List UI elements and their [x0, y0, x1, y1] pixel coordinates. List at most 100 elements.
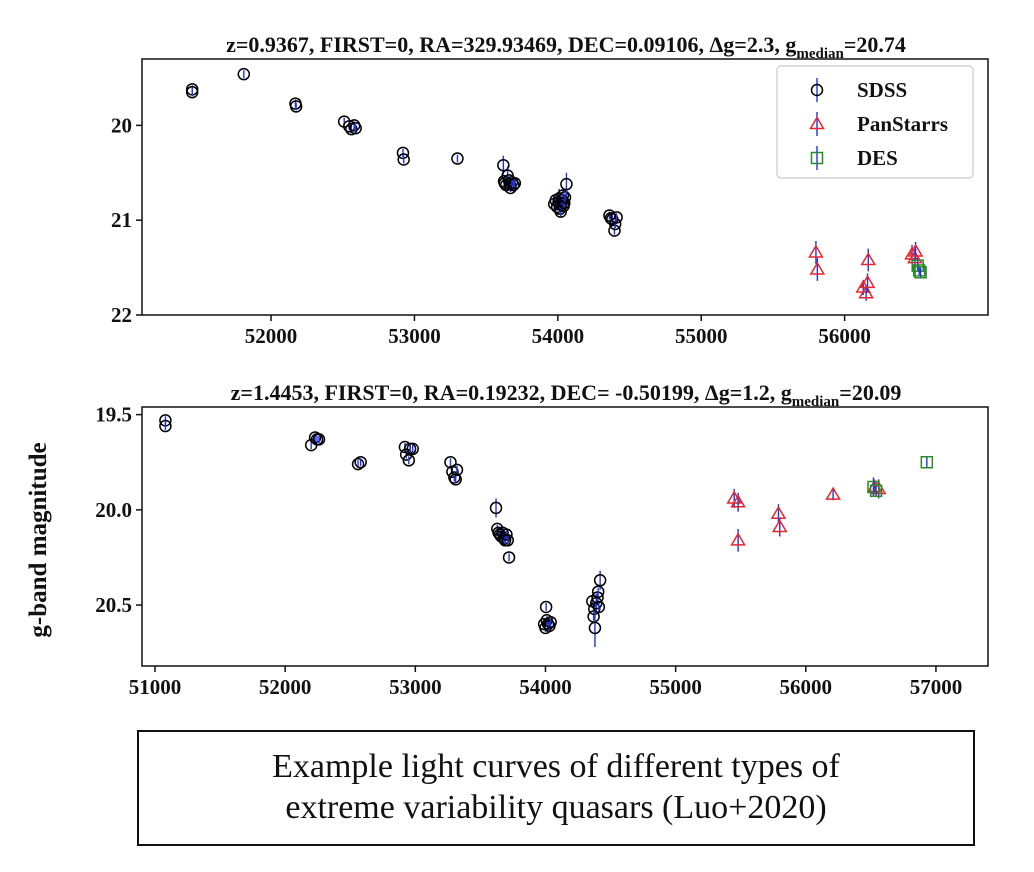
panel-2-sdss-point-15	[448, 471, 461, 484]
panel-2: z=1.4453, FIRST=0, RA=0.19232, DEC= -0.5…	[95, 380, 989, 699]
x-tick-label: 53000	[389, 675, 442, 699]
panel-2-sdss-point-31	[539, 600, 553, 614]
panel-2-marks	[159, 414, 934, 647]
panel-1-sdss-point-1	[185, 85, 199, 99]
panel-1-sdss-point-41	[608, 224, 621, 237]
panel-2-sdss-point-26	[500, 528, 513, 541]
panel-2-axes: 51000 52000 53000 54000 55000 56000 57000 19.5 2…	[95, 403, 962, 699]
panel-2-sdss-point-43	[592, 600, 606, 614]
series-sdss	[185, 67, 623, 237]
panel-1-sdss-point-11	[397, 153, 410, 166]
caption-line-2: extreme variability quasars (Luo+2020)	[285, 789, 827, 826]
caption-box: Example light curves of different types …	[137, 730, 975, 846]
panel-2-sdss-point-17	[450, 463, 464, 477]
y-tick-label: 20.0	[95, 498, 132, 522]
panel-2-title: z=1.4453, FIRST=0, RA=0.19232, DEC= -0.5…	[231, 380, 902, 410]
caption-line-1: Example light curves of different types …	[272, 748, 840, 786]
y-tick-label: 19.5	[95, 403, 132, 427]
legend-items: SDSS PanStarrs DES	[809, 78, 948, 170]
panel-1-panstarrs-point-4	[859, 274, 876, 289]
x-tick-label: 51000	[129, 675, 182, 699]
panel-1-sdss-point-9	[349, 121, 362, 135]
panel-2-des-point-1	[869, 484, 883, 498]
y-tick-label: 22	[111, 303, 132, 327]
legend-panstarrs-point-0	[809, 116, 825, 130]
panel-2-sdss-point-16	[449, 473, 462, 486]
x-tick-label: 53000	[388, 324, 441, 348]
panel-2-panstarrs-point-3	[770, 505, 787, 519]
panel-2-panstarrs-point-5	[825, 486, 841, 500]
x-tick-label: 52000	[259, 675, 312, 699]
legend-label: SDSS	[857, 78, 907, 102]
panel-2-sdss-point-39	[588, 621, 602, 635]
panel-2-sdss-point-27	[501, 534, 514, 547]
series-des	[911, 259, 927, 279]
panel-2-sdss-point-13	[444, 455, 457, 469]
panel-2-panstarrs-point-1	[730, 494, 746, 508]
panel-2-des-point-0	[867, 480, 880, 494]
legend-des-point-0	[810, 151, 824, 165]
panel-2-sdss-point-6	[351, 457, 365, 471]
panel-2-sdss-point-18	[489, 501, 503, 515]
series-panstarrs	[726, 479, 887, 552]
panel-1-des-point-1	[912, 264, 926, 277]
panel-1-sdss-point-35	[558, 196, 571, 210]
legend-item-des: DES	[810, 146, 898, 170]
panel-2-sdss-point-28	[502, 551, 516, 564]
y-axis-label: g-band magnitude	[25, 442, 52, 637]
panel-2-sdss-point-35	[544, 615, 557, 629]
panel-1-sdss-point-10	[396, 146, 410, 160]
panel-1-sdss-point-4	[289, 100, 303, 113]
panel-2-plot-area	[141, 406, 989, 667]
panel-1-sdss-point-2	[237, 67, 251, 81]
x-tick-label: 54000	[532, 324, 585, 348]
series-des	[867, 455, 934, 498]
panel-1-sdss-point-12	[451, 152, 464, 165]
panel-1-panstarrs-point-3	[858, 285, 874, 299]
panel-2-panstarrs-point-2	[730, 532, 746, 546]
x-tick-label: 55000	[675, 324, 728, 348]
x-tick-label: 56000	[818, 324, 871, 348]
y-tick-label: 20	[111, 113, 132, 137]
panel-2-sdss-point-1	[159, 419, 172, 433]
legend-item-panstarrs: PanStarrs	[809, 112, 948, 136]
y-tick-label: 21	[111, 208, 132, 232]
panel-1-sdss-point-42	[608, 217, 622, 231]
x-tick-label: 56000	[780, 675, 833, 699]
legend-box	[776, 65, 974, 179]
panel-1-panstarrs-point-8	[907, 243, 924, 257]
x-tick-label: 57000	[910, 675, 963, 699]
panel-2-sdss-point-12	[406, 442, 419, 456]
x-tick-label: 54000	[519, 675, 572, 699]
panel-1-plot-area	[141, 58, 989, 316]
panel-2-sdss-point-5	[312, 433, 326, 446]
panel-1-panstarrs-point-5	[860, 252, 877, 266]
panel-1-sdss-point-7	[345, 122, 358, 136]
legend-label: DES	[857, 146, 898, 170]
panel-1: z=0.9367, FIRST=0, RA=329.93469, DEC=0.0…	[111, 32, 989, 348]
series-sdss	[159, 414, 607, 647]
panel-2-sdss-point-7	[354, 455, 367, 469]
panel-1-des-point-2	[914, 266, 927, 279]
legend-item-sdss: SDSS	[810, 78, 907, 102]
panel-1-sdss-point-43	[610, 211, 623, 224]
panel-1-panstarrs-point-7	[907, 250, 923, 264]
panel-1-sdss-point-32	[555, 194, 569, 207]
panel-1-sdss-point-23	[508, 176, 522, 190]
x-tick-label: 55000	[649, 675, 702, 699]
y-tick-label: 20.5	[95, 593, 132, 617]
panel-1-sdss-point-37	[560, 177, 573, 191]
panel-1-sdss-point-36	[558, 191, 572, 204]
x-tick-label: 52000	[245, 324, 298, 348]
panel-2-sdss-point-44	[593, 574, 607, 587]
panel-1-des-point-0	[911, 259, 924, 272]
panel-1-title: z=0.9367, FIRST=0, RA=329.93469, DEC=0.0…	[226, 32, 906, 62]
panel-2-des-point-2	[920, 455, 934, 469]
panel-2-panstarrs-point-4	[771, 518, 788, 533]
panel-1-panstarrs-point-0	[808, 244, 824, 258]
series-panstarrs	[808, 241, 924, 301]
panel-1-sdss-point-13	[497, 158, 510, 172]
panel-2-sdss-point-33	[541, 617, 555, 631]
legend-label: PanStarrs	[857, 112, 948, 136]
legend-sdss-point-0	[810, 83, 824, 97]
